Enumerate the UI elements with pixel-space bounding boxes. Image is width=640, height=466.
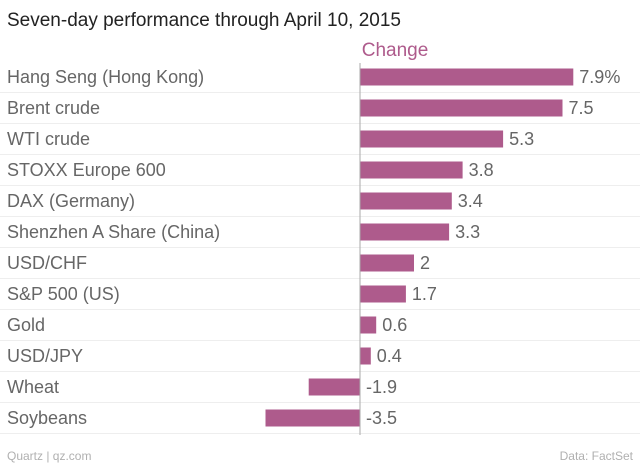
category-label: STOXX Europe 600 xyxy=(7,160,166,180)
value-label: 2 xyxy=(420,253,430,273)
bar xyxy=(360,254,414,272)
category-label: DAX (Germany) xyxy=(7,191,135,211)
category-label: USD/JPY xyxy=(7,346,83,366)
value-label: -3.5 xyxy=(366,408,397,428)
gridlines xyxy=(0,92,640,434)
bar xyxy=(265,409,360,427)
value-label: 1.7 xyxy=(412,284,437,304)
category-label: S&P 500 (US) xyxy=(7,284,120,304)
chart-title: Seven-day performance through April 10, … xyxy=(7,10,401,31)
footer-source-right: Data: FactSet xyxy=(560,449,634,463)
category-label: Brent crude xyxy=(7,98,100,118)
bar xyxy=(360,347,371,365)
category-label: USD/CHF xyxy=(7,253,87,273)
value-label: 7.5 xyxy=(569,98,594,118)
value-label: 7.9% xyxy=(579,67,620,87)
category-label: Hang Seng (Hong Kong) xyxy=(7,67,204,87)
category-label: Shenzhen A Share (China) xyxy=(7,222,220,242)
value-labels: 7.9% 7.5 5.3 3.8 3.4 3.3 2 1.70.6 0.4 -1.9 -3.5 xyxy=(366,67,620,428)
bars xyxy=(265,68,574,427)
bar xyxy=(360,223,450,241)
value-label: 5.3 xyxy=(509,129,534,149)
bar xyxy=(360,99,563,117)
category-label: Soybeans xyxy=(7,408,87,428)
category-label: WTI crude xyxy=(7,129,90,149)
value-label: 3.4 xyxy=(458,191,483,211)
value-label: 3.8 xyxy=(469,160,494,180)
category-labels: Hang Seng (Hong Kong) Brent crude WTI crud… xyxy=(7,67,220,428)
series-header: Change xyxy=(362,40,429,61)
bar xyxy=(360,130,504,148)
category-label: Wheat xyxy=(7,377,59,397)
bar xyxy=(360,192,452,210)
bar xyxy=(360,285,406,303)
value-label: 0.4 xyxy=(377,346,402,366)
value-label: -1.9 xyxy=(366,377,397,397)
value-label: 0.6 xyxy=(382,315,407,335)
bar xyxy=(360,68,574,86)
bar xyxy=(308,378,360,396)
category-label: Gold xyxy=(7,315,45,335)
value-label: 3.3 xyxy=(455,222,480,242)
footer-source-left: Quartz | qz.com xyxy=(7,449,91,463)
bar xyxy=(360,316,377,334)
bar xyxy=(360,161,463,179)
